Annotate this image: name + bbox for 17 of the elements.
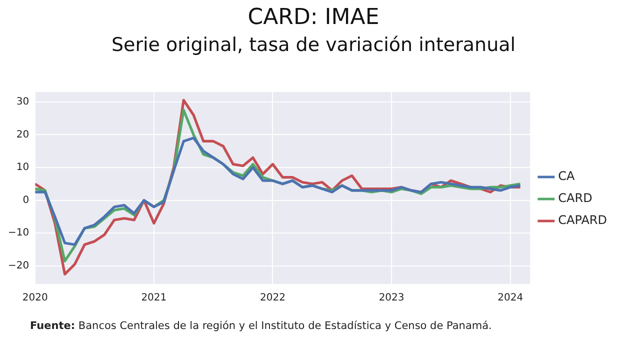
x-tick-label: 2020 <box>22 292 48 304</box>
legend-label: CARD <box>558 191 592 206</box>
y-tick-label: −10 <box>8 228 30 239</box>
x-tick-label: 2022 <box>260 292 286 304</box>
y-tick-label: 30 <box>16 96 30 108</box>
y-tick-label: 0 <box>22 194 30 206</box>
x-tick-label: 2023 <box>378 292 404 304</box>
chart-title: CARD: IMAE <box>246 4 380 32</box>
y-tick-label: 20 <box>16 129 30 140</box>
legend-label: CAPARD <box>558 213 607 228</box>
y-tick-label: −20 <box>8 260 30 272</box>
legend-label: CA <box>558 169 576 184</box>
x-tick-label: 2024 <box>498 292 524 304</box>
x-tick-label: 2021 <box>141 292 167 304</box>
chart-subtitle: Serie original, tasa de variación interanual <box>110 33 517 58</box>
source-note: Fuente: Bancos Centrales de la región y el Instituto de Estadística y Censo de Panamá. <box>30 320 492 332</box>
y-tick-label: 10 <box>16 162 30 174</box>
